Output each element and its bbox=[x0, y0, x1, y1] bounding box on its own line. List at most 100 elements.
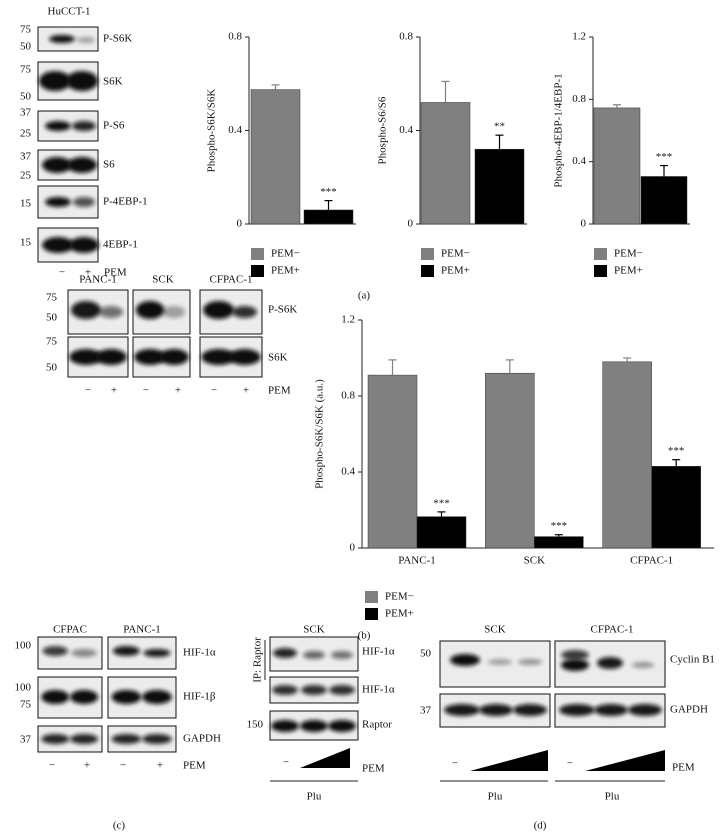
band-label: P-S6K bbox=[103, 33, 132, 45]
band bbox=[77, 37, 95, 43]
lane: − bbox=[567, 758, 573, 770]
bar bbox=[651, 466, 701, 549]
y-axis-label: Phospho-S6K/S6K (a.u.) bbox=[314, 379, 326, 489]
panel-label: (c) bbox=[113, 820, 126, 832]
band bbox=[444, 704, 480, 716]
band bbox=[450, 654, 480, 666]
legend-swatch bbox=[365, 608, 378, 620]
band bbox=[42, 646, 69, 656]
band bbox=[39, 71, 71, 91]
y-tick-label: 0 bbox=[408, 218, 414, 230]
band-label: S6 bbox=[103, 159, 115, 171]
band bbox=[479, 704, 513, 716]
band bbox=[513, 704, 547, 716]
cell-line: CFPAC-1 bbox=[209, 274, 252, 286]
lane: − bbox=[211, 385, 217, 397]
treatment: PEM bbox=[362, 763, 385, 775]
y-tick-label: 1.2 bbox=[341, 314, 355, 326]
bar bbox=[250, 89, 301, 225]
legend-swatch bbox=[594, 265, 607, 277]
dose-wedge bbox=[470, 750, 548, 771]
band bbox=[45, 121, 71, 131]
band bbox=[134, 349, 167, 365]
band bbox=[70, 734, 99, 744]
bar bbox=[420, 102, 471, 225]
band bbox=[331, 651, 353, 659]
band-label: HIF-1β bbox=[183, 691, 216, 703]
significance: *** bbox=[433, 497, 450, 509]
significance: *** bbox=[320, 186, 337, 198]
band bbox=[271, 720, 299, 732]
legend-label: PEM− bbox=[441, 248, 470, 260]
legend-label: PEM+ bbox=[385, 608, 414, 620]
band bbox=[69, 237, 99, 253]
band bbox=[203, 301, 235, 319]
lane: − bbox=[85, 385, 91, 397]
band-label: HIF-1α bbox=[362, 684, 395, 696]
band bbox=[518, 659, 542, 665]
marker: 50 bbox=[20, 91, 32, 103]
cell-line: PANC-1 bbox=[123, 624, 161, 636]
band bbox=[272, 685, 298, 695]
band bbox=[228, 349, 261, 365]
marker: 37 bbox=[20, 107, 32, 119]
y-tick-label: 1.2 bbox=[572, 31, 586, 43]
marker: 50 bbox=[20, 41, 32, 53]
y-tick-label: 0 bbox=[237, 218, 243, 230]
bar bbox=[474, 148, 525, 225]
marker: 25 bbox=[20, 170, 32, 182]
band bbox=[162, 306, 186, 318]
y-axis-label: Phospho-4EBP-1/4EBP-1 bbox=[553, 73, 565, 187]
y-axis-label: Phospho-S6/S6 bbox=[377, 96, 389, 164]
band bbox=[99, 306, 124, 318]
lane: − bbox=[283, 757, 289, 769]
marker: 37 bbox=[20, 734, 32, 746]
band bbox=[328, 720, 356, 732]
legend-swatch bbox=[251, 265, 264, 277]
legend-label: PEM+ bbox=[441, 265, 470, 277]
band-label: GAPDH bbox=[670, 704, 708, 716]
band bbox=[142, 734, 172, 744]
band-label: P-S6 bbox=[103, 120, 125, 132]
panel-label: (a) bbox=[358, 290, 371, 302]
legend-swatch bbox=[365, 591, 378, 603]
y-tick-label: 0 bbox=[581, 218, 587, 230]
lane: + bbox=[175, 385, 181, 397]
significance: *** bbox=[551, 520, 568, 532]
y-tick-label: 0.8 bbox=[572, 93, 586, 105]
bar bbox=[367, 374, 418, 549]
marker: 15 bbox=[20, 198, 32, 210]
significance: ** bbox=[494, 121, 505, 133]
band bbox=[111, 734, 142, 744]
band bbox=[329, 685, 355, 695]
lane: + bbox=[84, 760, 90, 772]
band bbox=[42, 237, 74, 253]
cell-line: SCK bbox=[484, 624, 505, 636]
band-label: HIF-1α bbox=[183, 647, 216, 659]
cell-line: HuCCT-1 bbox=[48, 6, 91, 18]
bar bbox=[602, 361, 652, 549]
lane: − bbox=[143, 385, 149, 397]
y-tick-label: 0.4 bbox=[228, 124, 242, 136]
lane: − bbox=[49, 760, 55, 772]
band bbox=[628, 704, 662, 716]
marker: 75 bbox=[20, 64, 32, 76]
legend-label: PEM− bbox=[614, 248, 643, 260]
y-tick-label: 0.8 bbox=[341, 390, 355, 402]
band-label: Raptor bbox=[362, 719, 392, 731]
band-label: P-S6K bbox=[268, 304, 297, 316]
cell-line: SCK bbox=[303, 624, 324, 636]
band bbox=[142, 690, 172, 704]
marker: 100 bbox=[15, 640, 32, 652]
band bbox=[561, 659, 589, 671]
band bbox=[488, 659, 512, 665]
marker: 25 bbox=[20, 128, 32, 140]
panel-label: (d) bbox=[534, 820, 547, 832]
cell-line: CFPAC-1 bbox=[590, 624, 633, 636]
lane: − bbox=[59, 267, 65, 279]
y-tick-label: 0 bbox=[350, 542, 356, 554]
y-tick-label: 0.4 bbox=[572, 155, 586, 167]
treatment: PEM bbox=[672, 762, 695, 774]
y-tick-label: 0.4 bbox=[341, 466, 355, 478]
legend-swatch bbox=[421, 265, 434, 277]
